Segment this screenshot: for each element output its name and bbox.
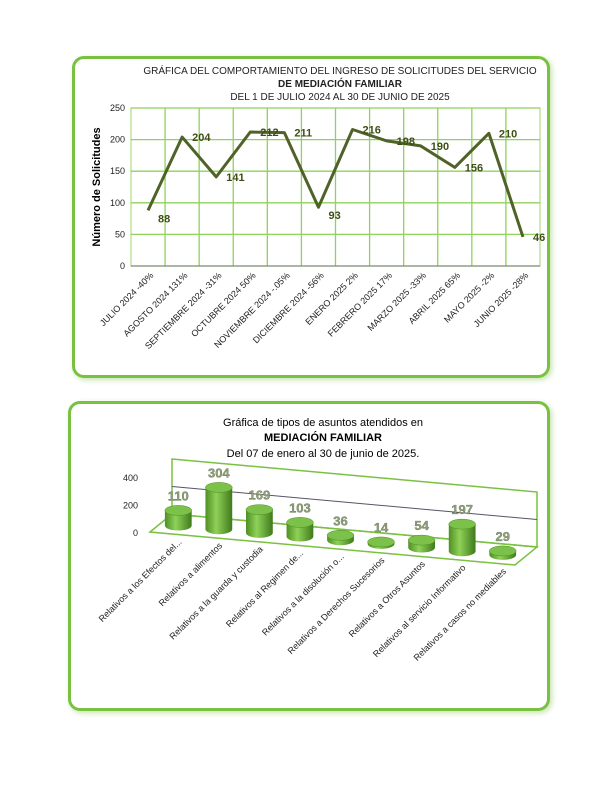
x-tick-label: Relativos al servicio Informativo: [371, 563, 468, 660]
bar-cylinder: [286, 522, 314, 542]
data-label: 169: [249, 488, 271, 503]
y-tick-label: 200: [110, 135, 125, 145]
x-tick-label: Relativos a Otros Asuntos: [347, 559, 428, 640]
bar-top: [448, 518, 476, 530]
bar-chart-panel: [68, 401, 550, 711]
x-tick-label: Relativos a la guarda y custodia: [168, 544, 265, 641]
x-tick-label: Relativos al Regimen de...: [224, 548, 305, 629]
x-tick-label: Relativos a los Efectos del...: [97, 537, 184, 624]
bar-top: [326, 530, 355, 541]
data-label: 156: [465, 162, 483, 174]
data-label: 54: [414, 518, 429, 533]
bar-top: [286, 517, 314, 528]
bar-top: [164, 505, 192, 516]
bar-top: [245, 504, 274, 515]
floor: [148, 513, 539, 566]
y-tick-label: 150: [110, 166, 125, 176]
x-tick-label: Relativos a casos no mediables: [412, 566, 509, 663]
x-tick-label: Relativos a la disolución o...: [260, 552, 346, 638]
y-tick-label: 50: [115, 229, 125, 239]
bar-cylinder: [448, 524, 476, 557]
bar-cylinder: [246, 509, 273, 538]
chart2-subtitle: Del 07 de enero al 30 de junio de 2025.: [227, 448, 420, 460]
x-tick-label: AGOSTO 2024 131%: [121, 270, 189, 338]
y-tick-label: 0: [133, 528, 138, 538]
data-label: 190: [431, 141, 449, 153]
x-tick-label: FEBRERO 2025 17%: [326, 270, 394, 338]
data-label: 210: [499, 128, 517, 140]
bar-cylinder: [164, 510, 192, 531]
y-tick-label: 400: [123, 473, 138, 483]
bar-cylinder: [205, 487, 233, 535]
bar-top: [407, 534, 436, 546]
x-tick-label: Relativos a Derechos Sucesorios: [286, 555, 387, 656]
data-label: 46: [533, 232, 545, 244]
data-label: 216: [363, 124, 381, 136]
y-tick-label: 250: [110, 103, 125, 113]
chart1-subtitle: DEL 1 DE JULIO 2024 AL 30 DE JUNIO DE 20…: [230, 92, 450, 103]
chart1-title: GRÁFICA DEL COMPORTAMIENTO DEL INGRESO D…: [143, 64, 536, 77]
x-tick-label: OCTUBRE 2024 50%: [189, 270, 258, 339]
bar-top: [367, 536, 395, 548]
x-tick-label: MARZO 2025 -33%: [366, 270, 429, 333]
gridline-200: [171, 486, 538, 520]
bar-top: [489, 545, 517, 557]
data-label: 88: [158, 213, 170, 225]
data-label: 110: [168, 488, 189, 503]
y-tick-label: 200: [123, 501, 138, 511]
data-label: 103: [289, 500, 311, 515]
chart1-subtitle-bold: DE MEDIACIÓN FAMILIAR: [278, 77, 403, 90]
data-label: 36: [333, 513, 347, 528]
data-label: 29: [495, 529, 509, 544]
data-label: 198: [397, 136, 415, 148]
y-tick-label: 100: [110, 198, 125, 208]
chart1-ylabel: Número de Solicitudes: [91, 127, 103, 246]
y-tick-label: 0: [120, 261, 125, 271]
data-label: 211: [294, 128, 312, 140]
series-line: [146, 127, 525, 238]
data-label: 304: [208, 465, 230, 480]
data-label: 14: [374, 520, 389, 535]
data-label: 204: [192, 132, 211, 144]
data-label: 212: [260, 127, 278, 139]
bar-top: [205, 482, 233, 493]
data-label: 141: [226, 172, 244, 184]
data-label: 197: [451, 502, 473, 517]
chart2-subtitle-bold: MEDIACIÓN FAMILIAR: [264, 431, 382, 444]
chart2-title: Gráfica de tipos de asuntos atendidos en: [223, 417, 423, 429]
data-label: 93: [328, 210, 340, 222]
